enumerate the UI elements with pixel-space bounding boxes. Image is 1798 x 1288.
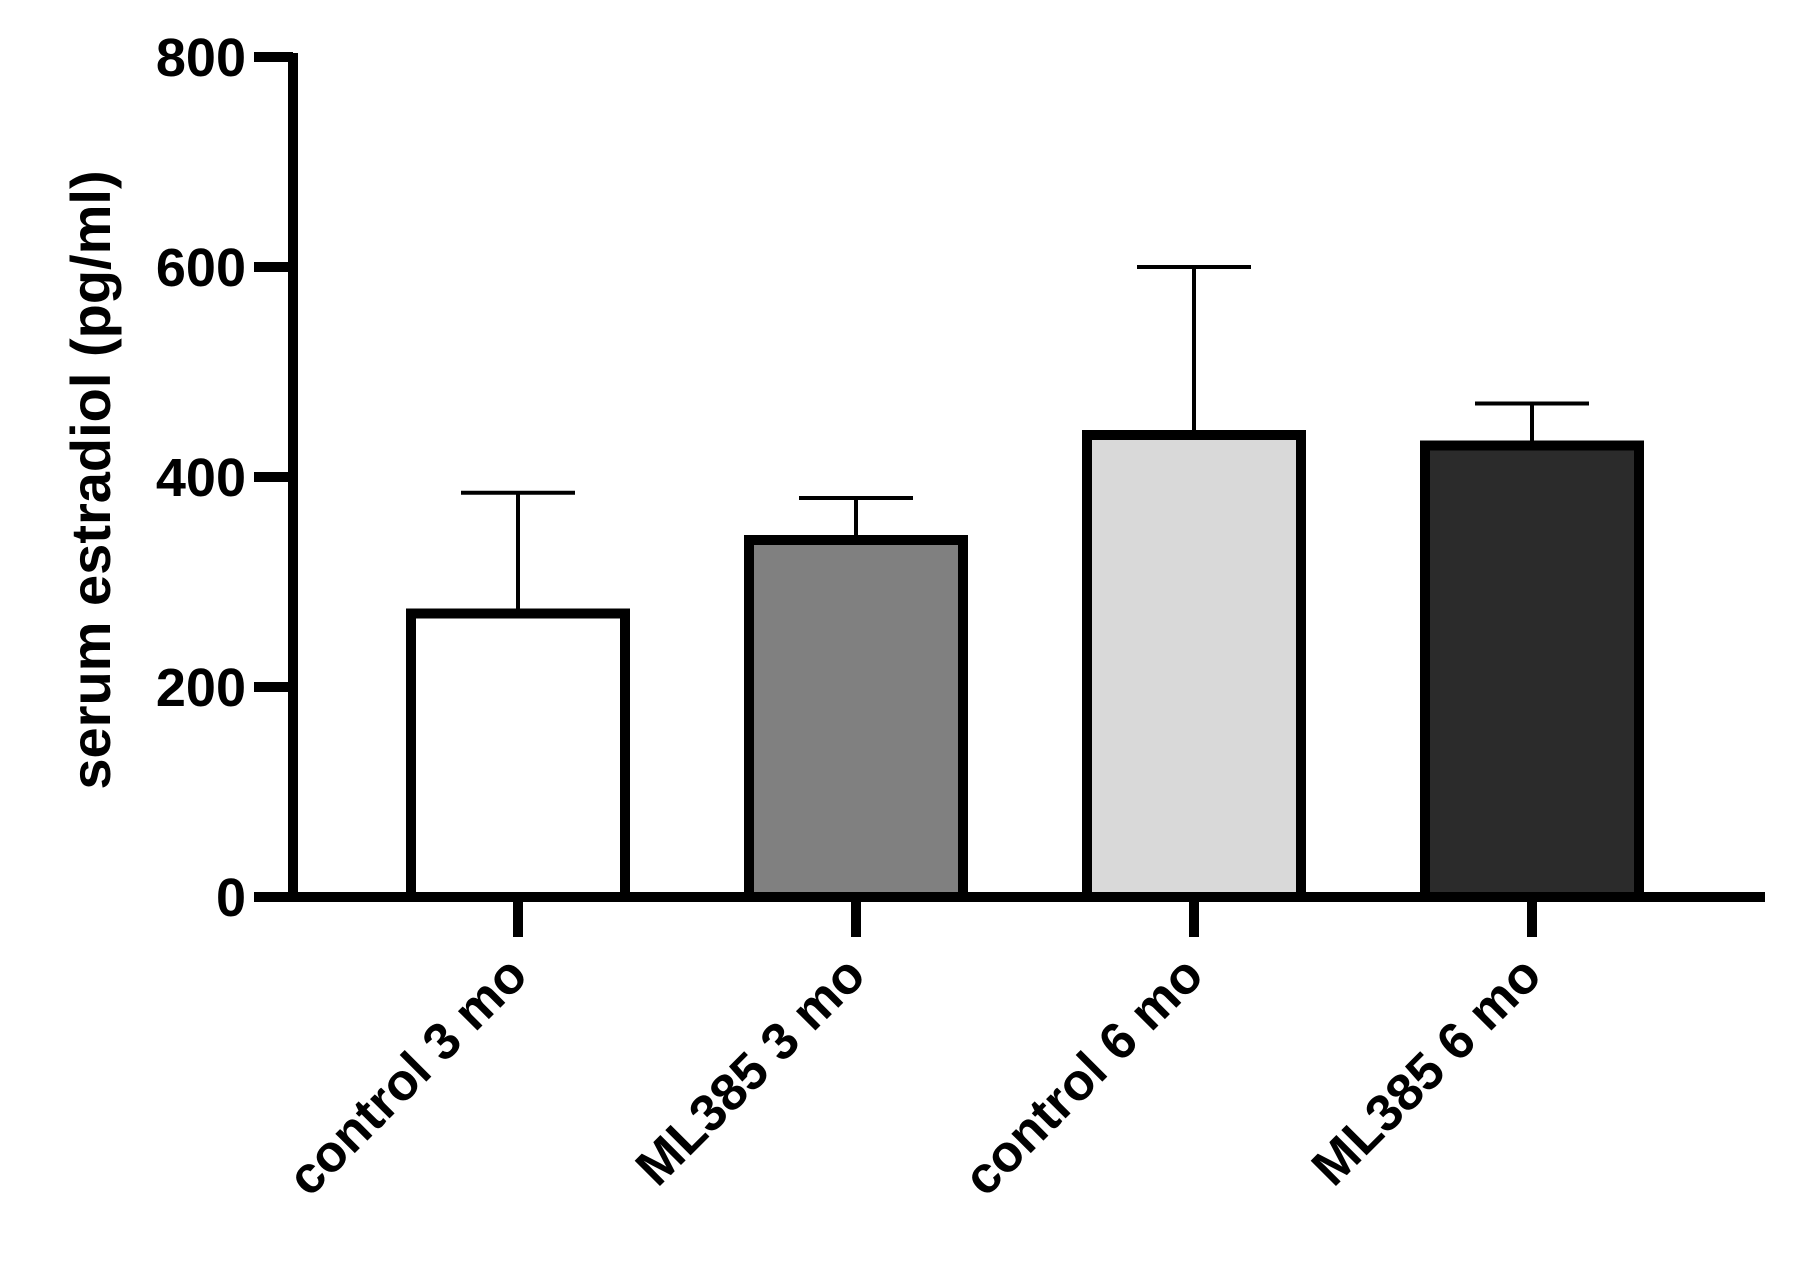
y-tick-label: 400	[156, 448, 246, 508]
x-tick-label: ML385 6 mo	[1301, 945, 1552, 1196]
x-ticks: control 3 mo ML385 3 mo control 6 mo ML385 …	[277, 897, 1552, 1207]
y-tick-label: 200	[156, 658, 246, 718]
bar-4	[1420, 440, 1644, 902]
error-bars	[461, 265, 1589, 609]
y-tick-label: 800	[156, 28, 246, 88]
x-tick-label: control 3 mo	[277, 945, 539, 1207]
bar-2	[744, 535, 968, 902]
x-tick-label: ML385 3 mo	[625, 945, 876, 1196]
y-ticks: 0 200 400 600 800	[156, 28, 293, 928]
bar-3	[1082, 430, 1306, 902]
y-axis-title: serum estradiol (pg/ml)	[59, 170, 122, 789]
y-tick-label: 600	[156, 238, 246, 298]
x-tick-label: control 6 mo	[953, 945, 1215, 1207]
y-tick-label: 0	[216, 868, 246, 928]
bars	[406, 430, 1644, 902]
bar-1	[406, 608, 630, 902]
